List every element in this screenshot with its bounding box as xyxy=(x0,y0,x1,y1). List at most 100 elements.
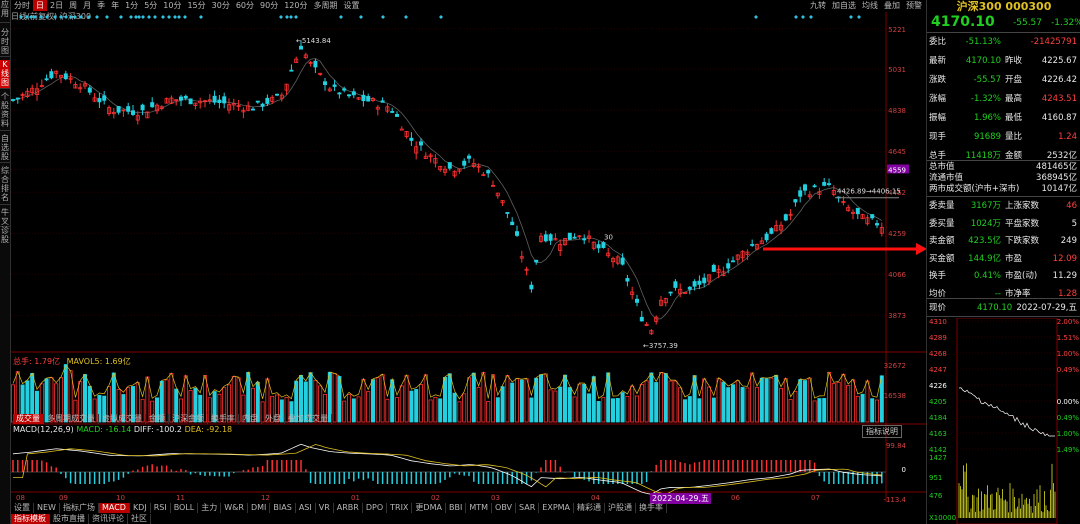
quote-row: 委卖量 3167万 上涨家数 46 xyxy=(927,198,1080,215)
period-tab[interactable]: 120分 xyxy=(284,1,308,10)
period-tab[interactable]: 设置 xyxy=(343,1,360,10)
volume-bar xyxy=(332,373,337,423)
side-tab-timeshare[interactable]: 分时图 xyxy=(0,28,10,57)
indicator-tab[interactable]: RSI xyxy=(151,503,171,513)
indicator-tab[interactable]: 更DMA xyxy=(412,503,446,513)
indicator-tab[interactable]: BBI xyxy=(446,503,467,513)
indicator-tab[interactable]: 沪股通 xyxy=(605,503,637,513)
bottom-tab[interactable]: 股市直播 xyxy=(50,514,89,524)
indicator-tab[interactable]: TRIX xyxy=(387,503,413,513)
indicator-tab[interactable]: MTM xyxy=(466,503,493,513)
volume-bar xyxy=(543,373,548,423)
period-tab[interactable]: 5分 xyxy=(144,1,158,10)
intraday-mini-chart[interactable]: 4310 4289 4268 4247 4226 4205 4184 4163 41421427… xyxy=(927,318,1080,524)
indicator-tab[interactable]: NEW xyxy=(34,503,60,513)
indicator-tab[interactable]: 精彩通 xyxy=(574,503,606,513)
indicator-tab[interactable]: SAR xyxy=(516,503,540,513)
indicator-tab[interactable]: W&R xyxy=(221,503,248,513)
volume-indicator-tab[interactable]: 成交量 xyxy=(13,414,44,424)
period-tab[interactable]: 分时 xyxy=(14,1,30,10)
signal-diamond xyxy=(279,15,283,19)
bottom-tab[interactable]: 社区 xyxy=(128,514,151,524)
ma-30-label: 30 xyxy=(604,233,613,241)
period-tab[interactable]: 多周期 xyxy=(313,1,338,10)
side-tab-diagnose[interactable]: 牛叉诊股 xyxy=(0,208,10,244)
indicator-tab[interactable]: 指标广场 xyxy=(60,503,99,513)
candle-body xyxy=(851,211,856,214)
toolbar-action[interactable]: 预警 xyxy=(906,1,922,10)
date-axis-label: 02 xyxy=(431,494,440,502)
period-tab[interactable]: 15分 xyxy=(187,1,206,10)
volume-indicator-tab[interactable]: 叠加成交量 xyxy=(285,414,332,424)
price-change: -55.57 xyxy=(1013,18,1043,28)
volume-indicator-tab[interactable]: 外盘 xyxy=(262,414,285,424)
macd-params-label: MACD(12,26,9) xyxy=(13,425,74,434)
indicator-tab[interactable]: 设置 xyxy=(11,503,34,513)
market-row: 流通市值 368945亿 xyxy=(927,173,1080,184)
volume-indicator-tab[interactable]: 虚拟成交量 xyxy=(99,414,146,424)
volume-indicator-tab[interactable]: 金额 xyxy=(146,414,169,424)
toolbar-action[interactable]: 均线 xyxy=(862,1,878,10)
side-tab-watchlist[interactable]: 自选股 xyxy=(0,134,10,163)
candle-body xyxy=(337,92,342,95)
volume-bar xyxy=(63,364,68,423)
indicator-tab[interactable]: MACD xyxy=(98,503,130,513)
volume-bar xyxy=(860,393,865,423)
indicator-tab[interactable]: VR xyxy=(316,503,334,513)
indicator-tab[interactable]: KDJ xyxy=(130,503,151,513)
bottom-tab[interactable]: 资讯评论 xyxy=(89,514,128,524)
period-tab[interactable]: 90分 xyxy=(260,1,279,10)
candle-body xyxy=(107,107,112,115)
volume-indicator-tab[interactable]: 多周期成交量 xyxy=(44,414,99,424)
side-tab-apps[interactable]: 应用 xyxy=(0,0,10,23)
candle-body xyxy=(524,268,529,271)
toolbar-action[interactable]: 九转 xyxy=(810,1,826,10)
period-tab[interactable]: 30分 xyxy=(211,1,230,10)
candle-body xyxy=(462,160,467,166)
period-tab[interactable]: 季 xyxy=(97,1,106,10)
volume-bar xyxy=(313,379,318,423)
side-tab-kline[interactable]: K线图 xyxy=(0,60,10,89)
signal-diamond xyxy=(19,15,23,19)
quote-row: 均价 -- 市净率 1.28 xyxy=(927,286,1080,303)
period-tab[interactable]: 60分 xyxy=(235,1,255,10)
kline-chart-area[interactable]: 5221 5031 4838 4645 4559 4452 4259 4066 3873 326… xyxy=(11,12,926,512)
candle-body xyxy=(370,98,375,101)
period-tab[interactable]: 2日 xyxy=(50,1,64,10)
signal-diamond xyxy=(857,15,861,19)
candle-body xyxy=(740,251,745,259)
indicator-tab[interactable]: ARBR xyxy=(334,503,363,513)
period-tab[interactable]: 日 xyxy=(33,0,47,11)
indicator-tab[interactable]: DMI xyxy=(248,503,271,513)
quote-row: 总手 11418万 金额 2532亿 xyxy=(927,148,1080,165)
period-tab[interactable]: 月 xyxy=(83,1,92,10)
indicator-tab[interactable]: OBV xyxy=(492,503,517,513)
volume-bar xyxy=(322,394,327,423)
indicator-tab[interactable]: BOLL xyxy=(171,503,199,513)
period-tab[interactable]: 周 xyxy=(69,1,78,10)
volume-bar xyxy=(625,396,630,423)
period-tab[interactable]: 年 xyxy=(111,1,120,10)
volume-bar xyxy=(462,393,467,423)
signal-diamond xyxy=(137,15,141,19)
indicator-tab[interactable]: BIAS xyxy=(270,503,296,513)
side-tab-profile[interactable]: 个股资料 xyxy=(0,92,10,131)
period-tab[interactable]: 10分 xyxy=(163,1,182,10)
toolbar-action[interactable]: 加自选 xyxy=(832,1,856,10)
candle-body xyxy=(49,71,54,79)
quote-label: 振幅 xyxy=(929,113,947,123)
indicator-tab[interactable]: EXPMA xyxy=(539,503,575,513)
toolbar-action[interactable]: 叠加 xyxy=(884,1,900,10)
side-tab-ranking[interactable]: 综合排名 xyxy=(0,166,10,205)
volume-indicator-tab[interactable]: 沪深金额 xyxy=(169,414,208,424)
volume-indicator-tab[interactable]: 换手率 xyxy=(208,414,239,424)
period-tab[interactable]: 1分 xyxy=(125,1,139,10)
indicator-tab[interactable]: 换手率 xyxy=(636,503,668,513)
indicator-tab[interactable]: 主力 xyxy=(198,503,222,513)
indicator-tab[interactable]: DPO xyxy=(363,503,388,513)
volume-indicator-tab[interactable]: 内盘 xyxy=(239,414,262,424)
candle-body xyxy=(798,190,803,197)
indicator-tab[interactable]: ASI xyxy=(296,503,316,513)
indicator-help-button[interactable]: 指标说明 xyxy=(862,425,902,438)
bottom-tab[interactable]: 指标模板 xyxy=(11,514,50,524)
